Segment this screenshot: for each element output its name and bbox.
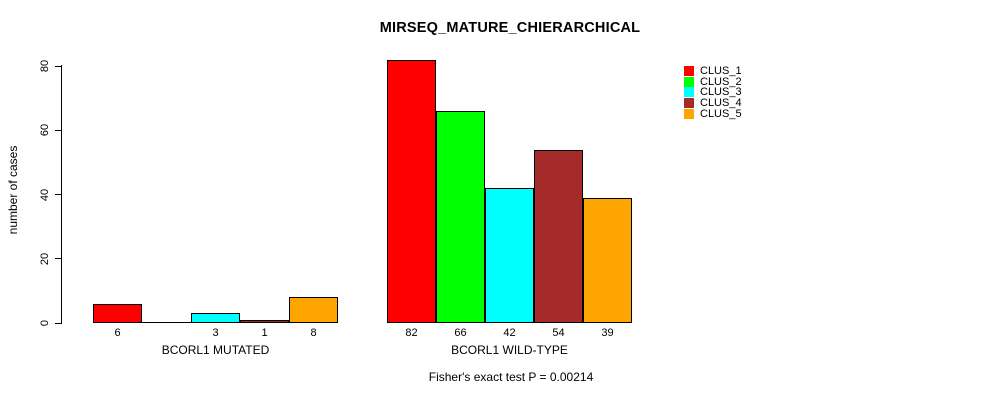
legend-swatch-clus_5 xyxy=(684,108,694,119)
bar-clus_1 xyxy=(387,60,436,323)
chart-title: MIRSEQ_MATURE_CHIERARCHICAL xyxy=(379,20,641,36)
group-label-mutated: BCORL1 MUTATED xyxy=(161,343,270,357)
bar-value-label: 3 xyxy=(212,327,219,339)
y-tick-label: 20 xyxy=(39,252,51,265)
bar-clus_3 xyxy=(191,313,240,323)
legend-label: CLUS_2 xyxy=(700,75,742,88)
bar-value-label: 8 xyxy=(310,327,317,339)
y-tick xyxy=(55,322,62,324)
bar-value-label: 66 xyxy=(454,327,467,339)
bar-value-label: 82 xyxy=(405,327,418,339)
bar-value-label: 39 xyxy=(601,327,614,339)
y-tick-label: 80 xyxy=(39,59,51,73)
legend-label: CLUS_1 xyxy=(700,65,742,77)
y-tick xyxy=(55,129,62,131)
y-axis-label: number of cases xyxy=(6,145,20,235)
legend-label: CLUS_3 xyxy=(700,86,742,99)
y-tick-label: 0 xyxy=(39,319,51,327)
bar-clus_3 xyxy=(485,188,534,323)
legend-label: CLUS_4 xyxy=(700,97,742,110)
y-tick xyxy=(55,65,62,67)
bar-clus_5 xyxy=(289,297,338,323)
bar-clus_5 xyxy=(583,198,632,323)
bar-clus_1 xyxy=(93,304,142,323)
bar-value-label: 1 xyxy=(261,327,268,339)
bar-clus_2 xyxy=(436,111,485,323)
bar-clus_4 xyxy=(240,320,289,323)
y-tick xyxy=(55,194,62,195)
y-tick-label: 60 xyxy=(39,124,51,137)
y-tick-label: 40 xyxy=(39,188,51,201)
bar-value-label: 42 xyxy=(503,327,516,339)
legend-swatch-clus_1 xyxy=(684,66,694,76)
footnote-fisher-test: Fisher's exact test P = 0.00214 xyxy=(428,370,594,384)
bar-zero-baseline xyxy=(142,322,191,323)
group-label-wild-type: BCORL1 WILD-TYPE xyxy=(451,343,568,357)
bar-value-label: 6 xyxy=(114,327,121,339)
legend-swatch-clus_4 xyxy=(684,98,694,109)
bar-clus_4 xyxy=(534,150,583,323)
legend-label: CLUS_5 xyxy=(700,107,742,120)
bar-value-label: 54 xyxy=(552,327,565,339)
legend-swatch-clus_2 xyxy=(684,76,694,87)
y-tick xyxy=(55,258,62,260)
legend-swatch-clus_3 xyxy=(684,87,694,98)
